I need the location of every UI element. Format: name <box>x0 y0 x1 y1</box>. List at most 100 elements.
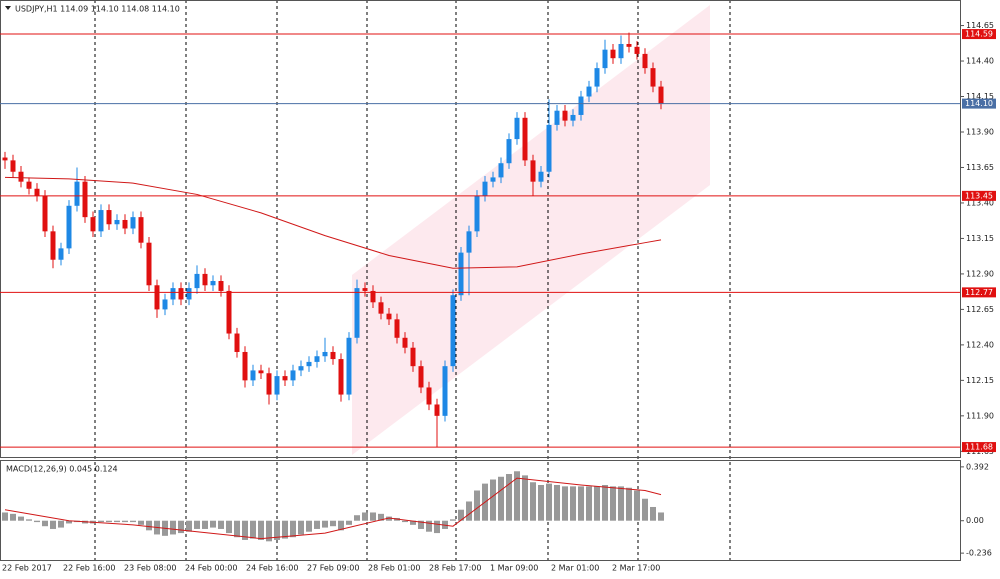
macd-bar <box>170 520 176 535</box>
candle-body <box>234 333 240 352</box>
macd-bar <box>354 515 360 521</box>
candle-body <box>474 195 480 232</box>
candle-body <box>18 171 24 182</box>
macd-bar <box>378 513 384 521</box>
x-tick-label: 22 Feb 2017 <box>2 564 52 573</box>
x-tick-label: 24 Feb 16:00 <box>246 564 298 573</box>
macd-bar <box>210 520 216 528</box>
macd-bar <box>58 520 64 528</box>
candle-body <box>122 219 128 229</box>
level-tag <box>962 442 996 453</box>
macd-bar <box>538 485 544 521</box>
candle-body <box>146 242 152 286</box>
candle-body <box>498 163 504 178</box>
x-tick-label: 24 Feb 00:00 <box>185 564 237 573</box>
y-tick-label: 113.65 <box>966 163 994 172</box>
macd-bar <box>610 486 616 521</box>
macd-bar <box>106 520 112 523</box>
macd-bar <box>498 476 504 521</box>
macd-bar <box>546 483 552 521</box>
macd-bar <box>10 513 16 521</box>
candle-body <box>634 46 640 54</box>
candle-body <box>618 43 624 59</box>
candle-body <box>530 160 536 182</box>
candle-body <box>538 171 544 182</box>
candle-body <box>194 273 200 289</box>
macd-bar <box>146 520 152 531</box>
candle-body <box>594 68 600 87</box>
macd-bar <box>322 520 328 528</box>
candle-body <box>210 281 216 286</box>
candle-body <box>10 160 16 172</box>
level-label: 114.10 <box>965 99 993 108</box>
candle-body <box>98 210 104 232</box>
macd-bar <box>282 520 288 539</box>
candle-body <box>66 205 72 249</box>
candle-body <box>266 373 272 395</box>
candle-body <box>458 252 464 296</box>
candle-body <box>442 366 448 416</box>
candle-body <box>602 49 608 69</box>
macd-signal <box>4 477 662 540</box>
macd-bar <box>98 520 104 523</box>
candle-body <box>506 139 512 164</box>
macd-bar <box>26 519 32 521</box>
macd-bar <box>434 520 440 534</box>
y-tick-label: 112.40 <box>966 340 994 349</box>
macd-bar <box>138 520 144 525</box>
candle-body <box>130 217 136 229</box>
candle-body <box>394 319 400 338</box>
candle-body <box>42 195 48 232</box>
macd-bar <box>330 520 336 527</box>
y2-tick-label: -0.236 <box>966 549 992 558</box>
candle-body <box>610 49 616 59</box>
candle-body <box>258 370 264 374</box>
macd-bar <box>386 516 392 521</box>
candle-body <box>626 43 632 47</box>
candle-body <box>50 231 56 260</box>
macd-bar <box>450 519 456 521</box>
macd-bar <box>298 520 304 535</box>
candle-body <box>434 404 440 416</box>
macd-bar <box>554 485 560 521</box>
macd-bar <box>570 486 576 521</box>
y-tick-label: 112.65 <box>966 305 994 314</box>
candle-body <box>2 157 8 161</box>
candle-body <box>138 217 144 243</box>
macd-bar <box>642 498 648 521</box>
candle-body <box>386 313 392 320</box>
x-tick-label: 22 Feb 16:00 <box>63 564 115 573</box>
candle-body <box>90 217 96 232</box>
macd-bar <box>34 520 40 523</box>
candle-body <box>338 359 344 395</box>
candle-body <box>658 86 664 104</box>
level-label: 113.45 <box>965 191 993 200</box>
candle-body <box>378 302 384 314</box>
macd-bar <box>18 516 24 521</box>
x-tick-label: 27 Feb 09:00 <box>307 564 359 573</box>
candle-body <box>418 366 424 388</box>
moving-average <box>4 176 662 269</box>
candle-body <box>642 53 648 69</box>
candle-body <box>362 288 368 291</box>
macd-bar <box>490 479 496 521</box>
macd-bar <box>42 520 48 527</box>
macd-bar <box>530 482 536 521</box>
candle-body <box>346 337 352 395</box>
candle-body <box>242 351 248 381</box>
macd-bar <box>194 520 200 529</box>
macd-bar <box>594 486 600 521</box>
level-tag <box>962 98 996 109</box>
y-tick-label: 114.65 <box>966 21 994 30</box>
candle-body <box>578 96 584 115</box>
candle-body <box>330 351 336 360</box>
candle-body <box>466 231 472 253</box>
x-tick-label: 2 Mar 01:00 <box>551 564 599 573</box>
level-tag <box>962 287 996 298</box>
candle-body <box>570 114 576 121</box>
macd-bar <box>626 487 632 521</box>
macd-bar <box>122 520 128 523</box>
x-tick-label: 28 Feb 17:00 <box>429 564 481 573</box>
macd-bar <box>474 490 480 521</box>
y-tick-label: 113.90 <box>966 127 994 136</box>
